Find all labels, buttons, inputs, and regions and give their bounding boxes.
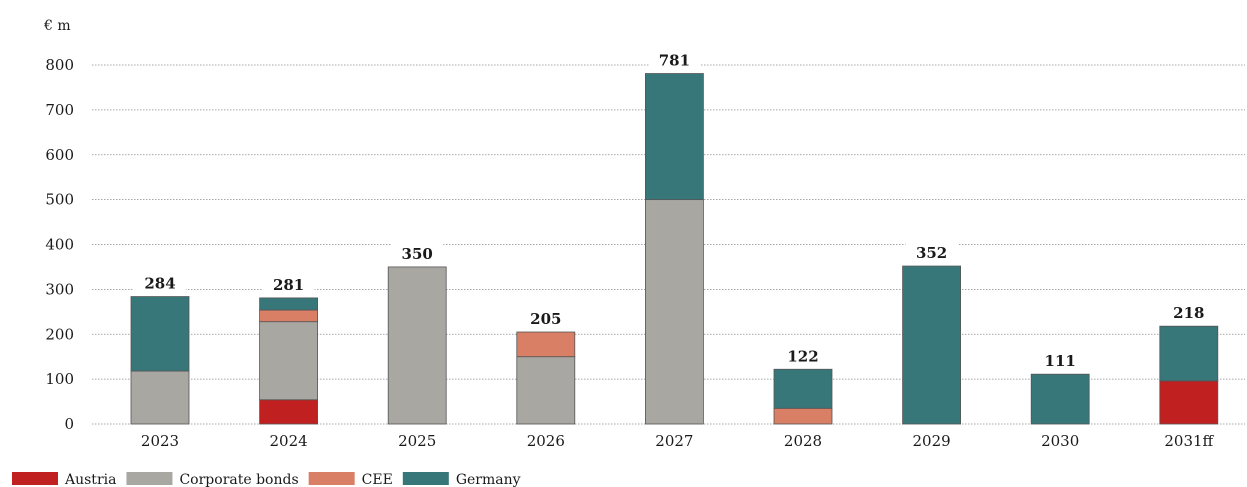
bar-total-label: 284 bbox=[144, 275, 175, 293]
legend-label: Corporate bonds bbox=[179, 472, 298, 487]
legend-label: Austria bbox=[64, 472, 116, 487]
bar-segment-corporate-bonds bbox=[259, 321, 319, 401]
y-axis-unit-label: € m bbox=[43, 18, 71, 34]
bar-total-label: 352 bbox=[916, 244, 947, 262]
total-label-background bbox=[1034, 350, 1087, 371]
x-tick-label: 2030 bbox=[1041, 432, 1079, 450]
bar-segment-corporate-bonds bbox=[645, 199, 704, 425]
y-axis-tick-labels: 0 100 200 300 400 500 600 700 800 bbox=[45, 56, 74, 433]
bar-segment-corporate-bonds bbox=[387, 266, 447, 425]
bar-segment-cee bbox=[259, 309, 319, 323]
y-tick-label: 700 bbox=[45, 101, 74, 119]
y-tick-label: 800 bbox=[45, 56, 74, 74]
bar-total-labels: 284 281 350 205 781 122 352 111 218 bbox=[134, 49, 1215, 371]
total-label-background bbox=[777, 345, 829, 366]
y-tick-label: 300 bbox=[45, 280, 74, 298]
bar-total-label: 218 bbox=[1173, 304, 1204, 322]
bar-total-label: 205 bbox=[530, 310, 561, 328]
bar-segment-germany bbox=[1159, 325, 1219, 382]
x-tick-label: 2024 bbox=[270, 432, 308, 450]
bar-total-label: 122 bbox=[787, 347, 818, 365]
y-tick-label: 400 bbox=[45, 236, 74, 254]
total-label-background bbox=[519, 308, 572, 329]
x-tick-label: 2023 bbox=[141, 432, 179, 450]
legend-swatch-germany bbox=[402, 472, 449, 485]
legend-swatch-cee bbox=[308, 472, 355, 485]
bar-segment-cee bbox=[773, 407, 833, 425]
bar-total-label: 281 bbox=[273, 276, 304, 294]
x-tick-label: 2031ff bbox=[1164, 432, 1214, 450]
y-tick-label: 600 bbox=[45, 146, 74, 164]
legend-label: Germany bbox=[456, 472, 521, 487]
x-tick-label: 2026 bbox=[527, 432, 565, 450]
bars bbox=[130, 73, 1219, 425]
bar-segment-germany bbox=[902, 265, 961, 425]
total-label-background bbox=[262, 273, 315, 294]
bar-segment-corporate-bonds bbox=[130, 370, 190, 425]
bar-segment-germany bbox=[259, 297, 319, 311]
y-tick-label: 200 bbox=[45, 325, 74, 343]
legend-label: CEE bbox=[362, 472, 393, 487]
bar-total-label: 350 bbox=[402, 245, 433, 263]
bar-total-label: 781 bbox=[659, 52, 690, 70]
bar-total-label: 111 bbox=[1045, 352, 1076, 370]
total-label-background bbox=[1162, 302, 1215, 323]
total-label-background bbox=[905, 242, 958, 263]
bar-segment-germany bbox=[773, 368, 833, 409]
legend: Austria Corporate bonds CEE Germany bbox=[12, 472, 521, 487]
legend-swatch-corporate-bonds bbox=[126, 472, 173, 485]
bar-segment-corporate-bonds bbox=[516, 356, 576, 425]
y-tick-label: 500 bbox=[45, 191, 74, 209]
total-label-background bbox=[648, 49, 701, 70]
bar-segment-germany bbox=[1030, 373, 1090, 425]
bar-segment-austria bbox=[259, 399, 319, 425]
x-tick-label: 2029 bbox=[913, 432, 951, 450]
bar-segment-germany bbox=[645, 73, 704, 201]
total-label-background bbox=[134, 272, 186, 293]
legend-swatch-austria bbox=[12, 472, 58, 485]
y-tick-label: 100 bbox=[45, 370, 74, 388]
x-tick-label: 2025 bbox=[398, 432, 436, 450]
x-tick-label: 2028 bbox=[784, 432, 822, 450]
bar-segment-cee bbox=[516, 331, 576, 358]
bar-segment-germany bbox=[130, 296, 190, 372]
y-tick-label: 0 bbox=[64, 415, 74, 433]
x-axis-tick-labels: 2023 2024 2025 2026 2027 2028 2029 2030 2031ff bbox=[141, 432, 1215, 450]
total-label-background bbox=[391, 242, 444, 263]
bar-segment-austria bbox=[1159, 380, 1219, 425]
x-tick-label: 2027 bbox=[655, 432, 693, 450]
